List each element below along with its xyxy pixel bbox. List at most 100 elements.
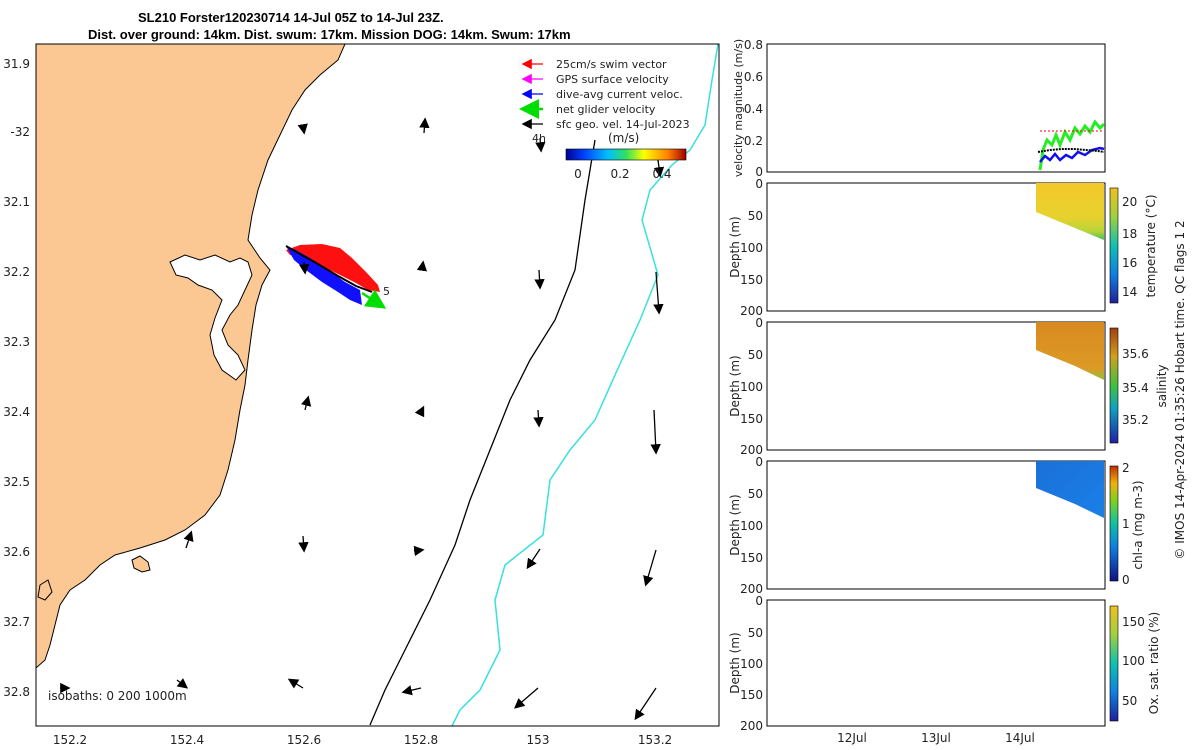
legend-label: net glider velocity [556, 103, 656, 116]
time-tick: 12Jul [837, 731, 867, 745]
depth-tick: 150 [740, 273, 763, 287]
depth-tick: 0 [755, 455, 763, 469]
depth-tick: 100 [740, 380, 763, 394]
depth-tick: 50 [748, 348, 763, 362]
depth-tick: 50 [748, 626, 763, 640]
depth-axis-label: Depth (m) [728, 216, 742, 277]
velocity-axis-label: velocity magnitude (m/s) [732, 39, 745, 177]
map-legend: 25cm/s swim vector GPS surface velocity … [519, 58, 690, 131]
chla-tick: 0 [1122, 573, 1130, 587]
lon-tick: 152.6 [287, 733, 321, 747]
lon-tick: 152.8 [404, 733, 438, 747]
title-line-1: SL210 Forster120230714 14-Jul 05Z to 14-… [138, 10, 444, 25]
depth-tick: 100 [740, 241, 763, 255]
legend-label: 25cm/s swim vector [556, 58, 667, 71]
depth-tick: 200 [740, 443, 763, 457]
temperature-tick: 20 [1122, 195, 1137, 209]
temperature-tick: 14 [1122, 285, 1137, 299]
time-tick: 14Jul [1005, 731, 1035, 745]
velocity-tick: 0.8 [744, 38, 763, 52]
lat-tick: 32.1 [3, 195, 30, 209]
salinity-label: salinity [1155, 364, 1169, 407]
depth-ticks: 0 50 100 150 200 0 50 100 150 200 0 50 1… [740, 177, 763, 733]
lat-tick: 32.7 [3, 615, 30, 629]
depth-tick: 0 [755, 177, 763, 191]
speed-colorbar: 4h (m/s) 0 0.2 0.4 [532, 131, 687, 181]
depth-tick: 200 [740, 582, 763, 596]
depth-tick: 150 [740, 551, 763, 565]
colorbar-tick: 0.2 [610, 167, 629, 181]
copyright-note: © IMOS 14-Apr-2024 01:35:26 Hobart time.… [1173, 220, 1187, 559]
chla-tick: 1 [1122, 517, 1130, 531]
depth-axis-label: Depth (m) [728, 494, 742, 555]
net-glider-velocity-arrow [361, 289, 387, 309]
velocity-panel: 0.8 0.6 0.4 0.2 0 velocity magnitude (m/… [732, 38, 1106, 179]
title-line-2: Dist. over ground: 14km. Dist. swum: 17k… [88, 27, 571, 42]
salinity-tick: 35.6 [1122, 347, 1149, 361]
lon-tick: 153 [527, 733, 550, 747]
lat-tick: 32.2 [3, 265, 30, 279]
oxygen-tick: 100 [1122, 654, 1145, 668]
estuary [169, 254, 253, 381]
lon-tick-labels: 152.2 152.4 152.6 152.8 153 153.2 [53, 733, 672, 747]
lat-tick: 32.4 [3, 405, 30, 419]
salinity-tick: 35.4 [1122, 381, 1149, 395]
current-vector-swath [286, 246, 362, 305]
lat-tick: 32.5 [3, 475, 30, 489]
chla-panel: 2 1 0 chl-a (mg m-3) [766, 460, 1145, 590]
depth-tick: 100 [740, 519, 763, 533]
salinity-panel: 35.6 35.4 35.2 salinity [766, 321, 1169, 451]
depth-tick: 0 [755, 594, 763, 608]
oxygen-label: Ox. sat. ratio (%) [1147, 612, 1161, 714]
temperature-tick: 18 [1122, 227, 1137, 241]
sfc-geo-arrows [60, 117, 665, 721]
depth-tick: 150 [740, 688, 763, 702]
land-mass [36, 44, 346, 669]
track-label: 5 [383, 285, 390, 298]
legend-label: GPS surface velocity [556, 73, 669, 86]
velocity-tick: 0.6 [744, 70, 763, 84]
chla-label: chl-a (mg m-3) [1131, 480, 1145, 569]
lat-tick-labels: 31.9 -32 32.1 32.2 32.3 32.4 32.5 32.6 3… [3, 57, 30, 699]
velocity-series-black [1037, 148, 1105, 153]
lon-tick: 152.4 [170, 733, 204, 747]
velocity-tick: 0 [755, 165, 763, 179]
lon-tick: 152.2 [53, 733, 87, 747]
time-tick: 13Jul [921, 731, 951, 745]
oxygen-tick: 50 [1122, 694, 1137, 708]
map-frame [35, 43, 720, 727]
isobaths-label: isobaths: 0 200 1000m [48, 689, 187, 703]
isobath-200 [369, 139, 596, 726]
depth-tick: 150 [740, 412, 763, 426]
depth-axis-label: Depth (m) [728, 632, 742, 693]
depth-tick: 100 [740, 657, 763, 671]
map-panel [36, 44, 719, 726]
colorbar-tick: 0.4 [652, 167, 671, 181]
lat-tick: 32.3 [3, 335, 30, 349]
time-ticks: 12Jul 13Jul 14Jul [837, 731, 1035, 745]
oxygen-panel: 150 100 50 Ox. sat. ratio (%) [766, 599, 1161, 727]
depth-axis-labels: Depth (m) Depth (m) Depth (m) Depth (m) [728, 216, 742, 693]
velocity-tick: 0.2 [744, 134, 763, 148]
velocity-tick: 0.4 [744, 102, 763, 116]
colorbar-unit: (m/s) [608, 131, 639, 145]
salinity-tick: 35.2 [1122, 413, 1149, 427]
temperature-label: temperature (°C) [1144, 195, 1158, 298]
swim-vector-swath [286, 244, 380, 292]
legend-label: dive-avg current veloc. [556, 88, 683, 101]
lon-tick: 153.2 [638, 733, 672, 747]
colorbar-above-label: 4h [532, 132, 546, 145]
velocity-series-green [1038, 119, 1106, 171]
temperature-tick: 16 [1122, 256, 1137, 270]
lat-tick: 31.9 [3, 57, 30, 71]
lat-tick: 32.8 [3, 685, 30, 699]
legend-label: sfc geo. vel. 14-Jul-2023 [556, 118, 690, 131]
depth-tick: 200 [740, 719, 763, 733]
depth-tick: 0 [755, 316, 763, 330]
colorbar-tick: 0 [574, 167, 582, 181]
track-line [285, 245, 373, 293]
oxygen-tick: 150 [1122, 615, 1145, 629]
depth-axis-label: Depth (m) [728, 355, 742, 416]
lat-tick: 32.6 [3, 545, 30, 559]
